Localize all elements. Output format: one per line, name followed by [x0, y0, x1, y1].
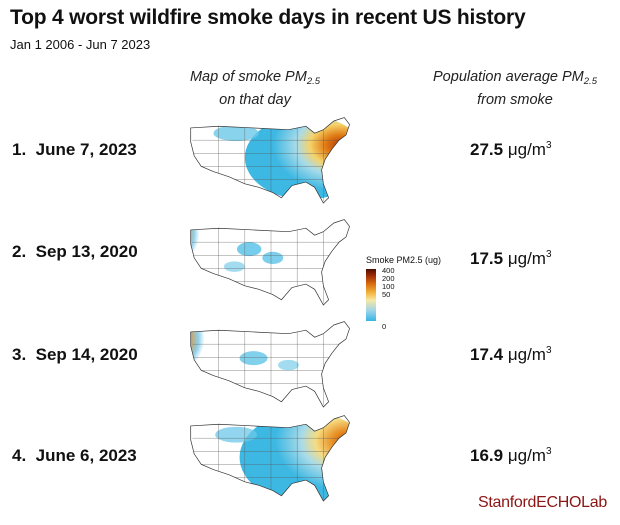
row-3-unit: μg/m: [507, 345, 546, 364]
legend-tick-200: 200: [382, 274, 395, 283]
row-1-date: June 7, 2023: [35, 140, 137, 159]
row-3-unit-exponent: 3: [545, 345, 552, 356]
row-1-rank: 1.: [12, 140, 27, 159]
row-3-value-number: 17.4: [470, 345, 504, 364]
pop-heading-line2: from smoke: [477, 92, 553, 108]
row-1-unit: μg/m: [507, 140, 546, 159]
row-3-rank: 3.: [12, 345, 27, 364]
chart-title: Top 4 worst wildfire smoke days in recen…: [10, 6, 526, 29]
row-4-unit-exponent: 3: [545, 446, 552, 457]
map-heading-text: Map of smoke PM: [189, 69, 307, 85]
smoke-map-row-4: [190, 415, 350, 502]
brand-part-1: Stanford: [478, 494, 537, 511]
row-3-date: Sep 14, 2020: [35, 345, 138, 364]
row-2-unit: μg/m: [507, 249, 546, 268]
row-3-label: 3. Sep 14, 2020: [12, 345, 138, 365]
row-2-label: 2. Sep 13, 2020: [12, 242, 138, 262]
legend-tick-100: 100: [382, 282, 395, 291]
row-2-date: Sep 13, 2020: [35, 242, 138, 261]
map-column-heading: Map of smoke PM2.5 on that day: [170, 68, 340, 110]
row-2-value-number: 17.5: [470, 249, 504, 268]
legend-tick-50: 50: [382, 290, 391, 299]
row-2-unit-exponent: 3: [545, 249, 552, 260]
row-2-rank: 2.: [12, 242, 27, 261]
row-4-label: 4. June 6, 2023: [12, 446, 137, 466]
map-heading-line2: on that day: [219, 92, 291, 108]
row-1-label: 1. June 7, 2023: [12, 140, 137, 160]
population-column-heading: Population average PM2.5 from smoke: [410, 68, 620, 110]
legend-tick-400: 400: [382, 266, 395, 275]
pop-heading-subscript: 2.5: [583, 76, 597, 87]
row-1-value: 27.5 μg/m3: [470, 140, 552, 160]
row-4-rank: 4.: [12, 446, 27, 465]
row-1-unit-exponent: 3: [545, 140, 552, 151]
legend-tick-0: 0: [382, 322, 387, 331]
map-heading-subscript: 2.5: [306, 76, 321, 87]
row-2-value: 17.5 μg/m3: [470, 249, 552, 269]
stanford-echo-lab-logo: StanfordECHOLab: [478, 494, 607, 512]
smoke-map-row-3: [190, 321, 350, 408]
row-4-value: 16.9 μg/m3: [470, 446, 552, 466]
chart-subtitle: Jan 1 2006 - Jun 7 2023: [10, 37, 151, 52]
row-3-value: 17.4 μg/m3: [470, 345, 552, 365]
row-4-value-number: 16.9: [470, 446, 504, 465]
legend-color-bar: [366, 269, 376, 321]
smoke-map-row-2: [190, 219, 350, 306]
row-4-unit: μg/m: [507, 446, 546, 465]
row-1-value-number: 27.5: [470, 140, 504, 159]
legend-title: Smoke PM2.5 (ug): [366, 255, 442, 265]
brand-part-2: ECHO: [536, 494, 582, 511]
smoke-map-row-1: [190, 117, 350, 204]
brand-part-3: Lab: [581, 494, 607, 511]
row-4-date: June 6, 2023: [35, 446, 137, 465]
pop-heading-text: Population average PM: [433, 69, 584, 85]
